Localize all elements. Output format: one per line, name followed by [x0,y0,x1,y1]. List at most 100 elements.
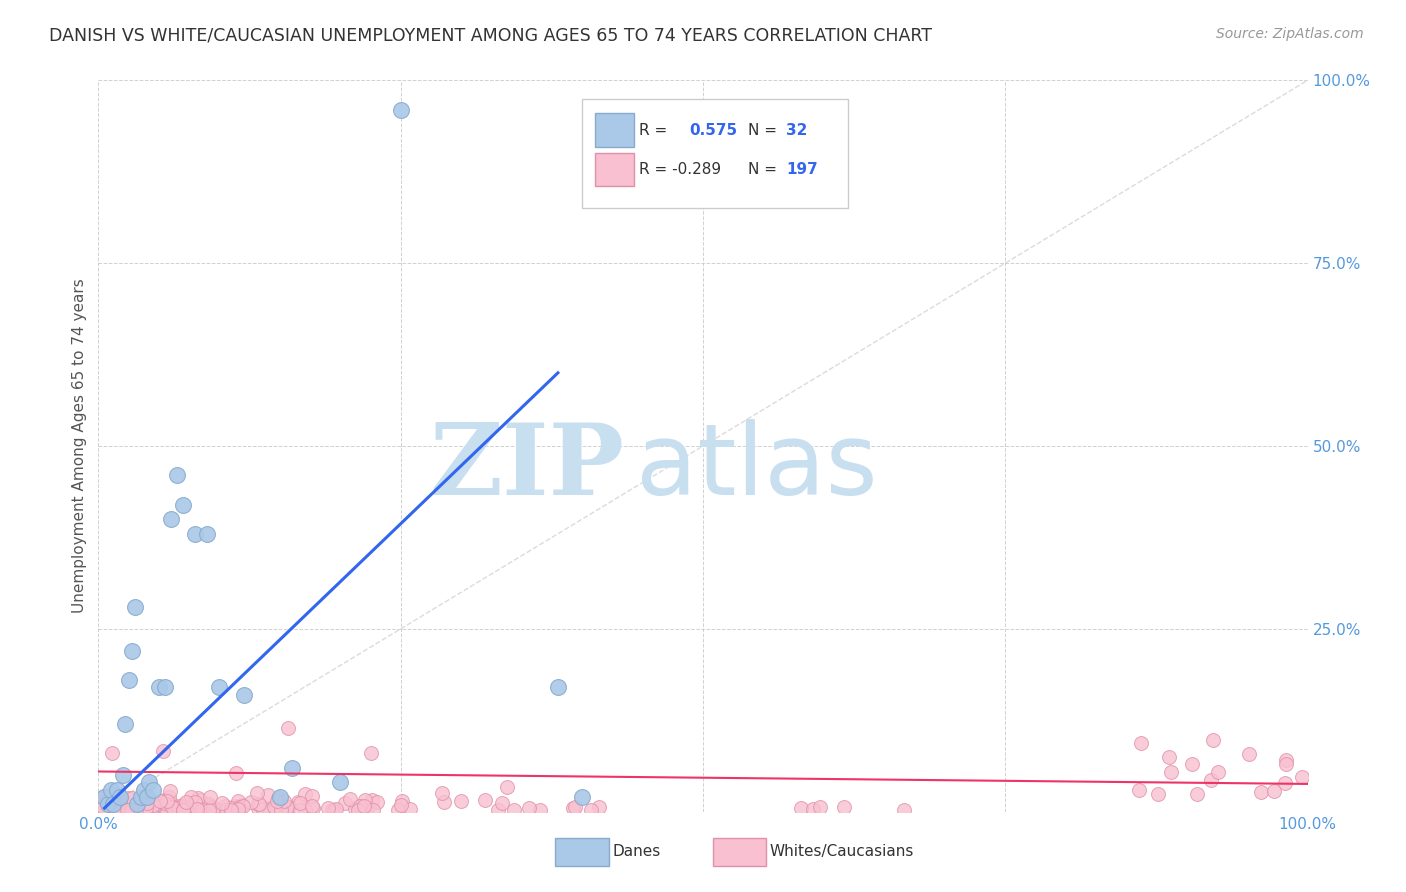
Point [344,802,367,816]
Point [186,790,208,805]
Point [1263,784,1285,798]
Point [135,793,157,807]
Point [564,800,586,814]
Point [122,803,145,817]
Point [191,802,214,816]
Point [148,681,170,695]
Point [329,775,352,789]
Point [214,798,236,813]
Point [316,801,339,815]
Point [114,717,136,731]
Point [266,794,288,808]
Point [96,793,118,807]
Point [353,799,375,814]
Point [290,803,312,817]
Point [287,795,309,809]
Point [172,803,194,817]
FancyBboxPatch shape [555,838,609,866]
Point [124,803,146,817]
Point [252,802,274,816]
Point [224,798,246,813]
Point [294,803,316,817]
Point [103,787,125,801]
Point [588,800,610,814]
Point [270,803,292,817]
Point [166,800,188,814]
Point [269,790,291,805]
Point [152,801,174,815]
Point [321,803,343,817]
Point [169,803,191,817]
Point [114,803,136,817]
Point [363,803,385,817]
Point [198,790,221,805]
Point [301,789,323,803]
Point [134,789,156,804]
Point [247,797,270,811]
Point [281,761,304,775]
Text: R = -0.289: R = -0.289 [638,162,721,177]
Point [579,803,602,817]
Point [107,803,129,817]
Text: atlas: atlas [637,419,879,516]
Point [153,681,176,695]
Point [156,794,179,808]
Text: 32: 32 [786,122,808,137]
Point [191,803,214,817]
Point [366,795,388,809]
Point [432,786,454,800]
Point [111,802,134,816]
Point [90,802,112,816]
Text: Danes: Danes [613,845,661,860]
Point [474,793,496,807]
Point [159,802,181,816]
Point [111,768,134,782]
Point [247,797,270,811]
Point [149,794,172,808]
Point [276,803,298,817]
Point [152,744,174,758]
Point [184,526,207,541]
Point [100,782,122,797]
Point [202,802,225,816]
Point [91,795,114,809]
Point [201,800,224,814]
Point [209,803,232,817]
Point [134,803,156,817]
Point [433,795,456,809]
Point [90,803,112,817]
Point [496,780,519,795]
Point [132,795,155,809]
Point [387,803,409,817]
Point [142,798,165,813]
Point [159,784,181,798]
Point [349,798,371,813]
Point [169,798,191,813]
Point [180,790,202,805]
FancyBboxPatch shape [595,153,634,186]
Point [347,803,370,817]
Point [353,793,375,807]
Point [135,796,157,810]
Point [389,797,412,812]
Point [131,803,153,817]
Text: DANISH VS WHITE/CAUCASIAN UNEMPLOYMENT AMONG AGES 65 TO 74 YEARS CORRELATION CHA: DANISH VS WHITE/CAUCASIAN UNEMPLOYMENT A… [49,27,932,45]
Point [135,790,157,805]
Point [100,746,122,760]
Point [105,782,128,797]
Point [256,788,278,802]
Point [273,794,295,808]
Text: R =: R = [638,122,668,137]
Point [121,644,143,658]
Point [1202,733,1225,747]
Point [832,800,855,814]
Point [267,791,290,805]
Point [124,599,146,614]
Y-axis label: Unemployment Among Ages 65 to 74 years: Unemployment Among Ages 65 to 74 years [72,278,87,614]
FancyBboxPatch shape [582,99,848,209]
Point [231,798,253,813]
Point [121,790,143,805]
Point [263,800,285,814]
Point [214,803,236,817]
Point [141,803,163,817]
